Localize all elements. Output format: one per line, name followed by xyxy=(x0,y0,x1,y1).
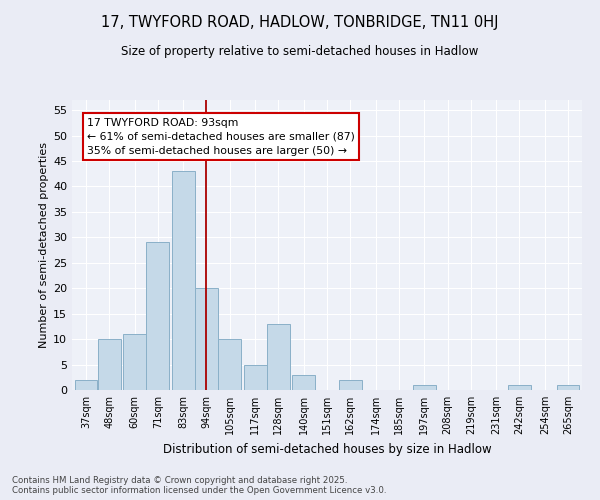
Bar xyxy=(146,242,169,390)
Bar xyxy=(98,339,121,390)
Bar xyxy=(413,385,436,390)
Text: 17 TWYFORD ROAD: 93sqm
← 61% of semi-detached houses are smaller (87)
35% of sem: 17 TWYFORD ROAD: 93sqm ← 61% of semi-det… xyxy=(87,118,355,156)
Text: 17, TWYFORD ROAD, HADLOW, TONBRIDGE, TN11 0HJ: 17, TWYFORD ROAD, HADLOW, TONBRIDGE, TN1… xyxy=(101,15,499,30)
Bar xyxy=(292,374,315,390)
Bar xyxy=(339,380,362,390)
Bar xyxy=(123,334,146,390)
Bar xyxy=(508,385,531,390)
Bar xyxy=(557,385,580,390)
Text: Size of property relative to semi-detached houses in Hadlow: Size of property relative to semi-detach… xyxy=(121,45,479,58)
X-axis label: Distribution of semi-detached houses by size in Hadlow: Distribution of semi-detached houses by … xyxy=(163,442,491,456)
Bar xyxy=(172,171,194,390)
Bar xyxy=(244,364,266,390)
Bar xyxy=(195,288,218,390)
Bar xyxy=(74,380,97,390)
Text: Contains HM Land Registry data © Crown copyright and database right 2025.
Contai: Contains HM Land Registry data © Crown c… xyxy=(12,476,386,495)
Bar xyxy=(267,324,290,390)
Bar xyxy=(218,339,241,390)
Y-axis label: Number of semi-detached properties: Number of semi-detached properties xyxy=(39,142,49,348)
